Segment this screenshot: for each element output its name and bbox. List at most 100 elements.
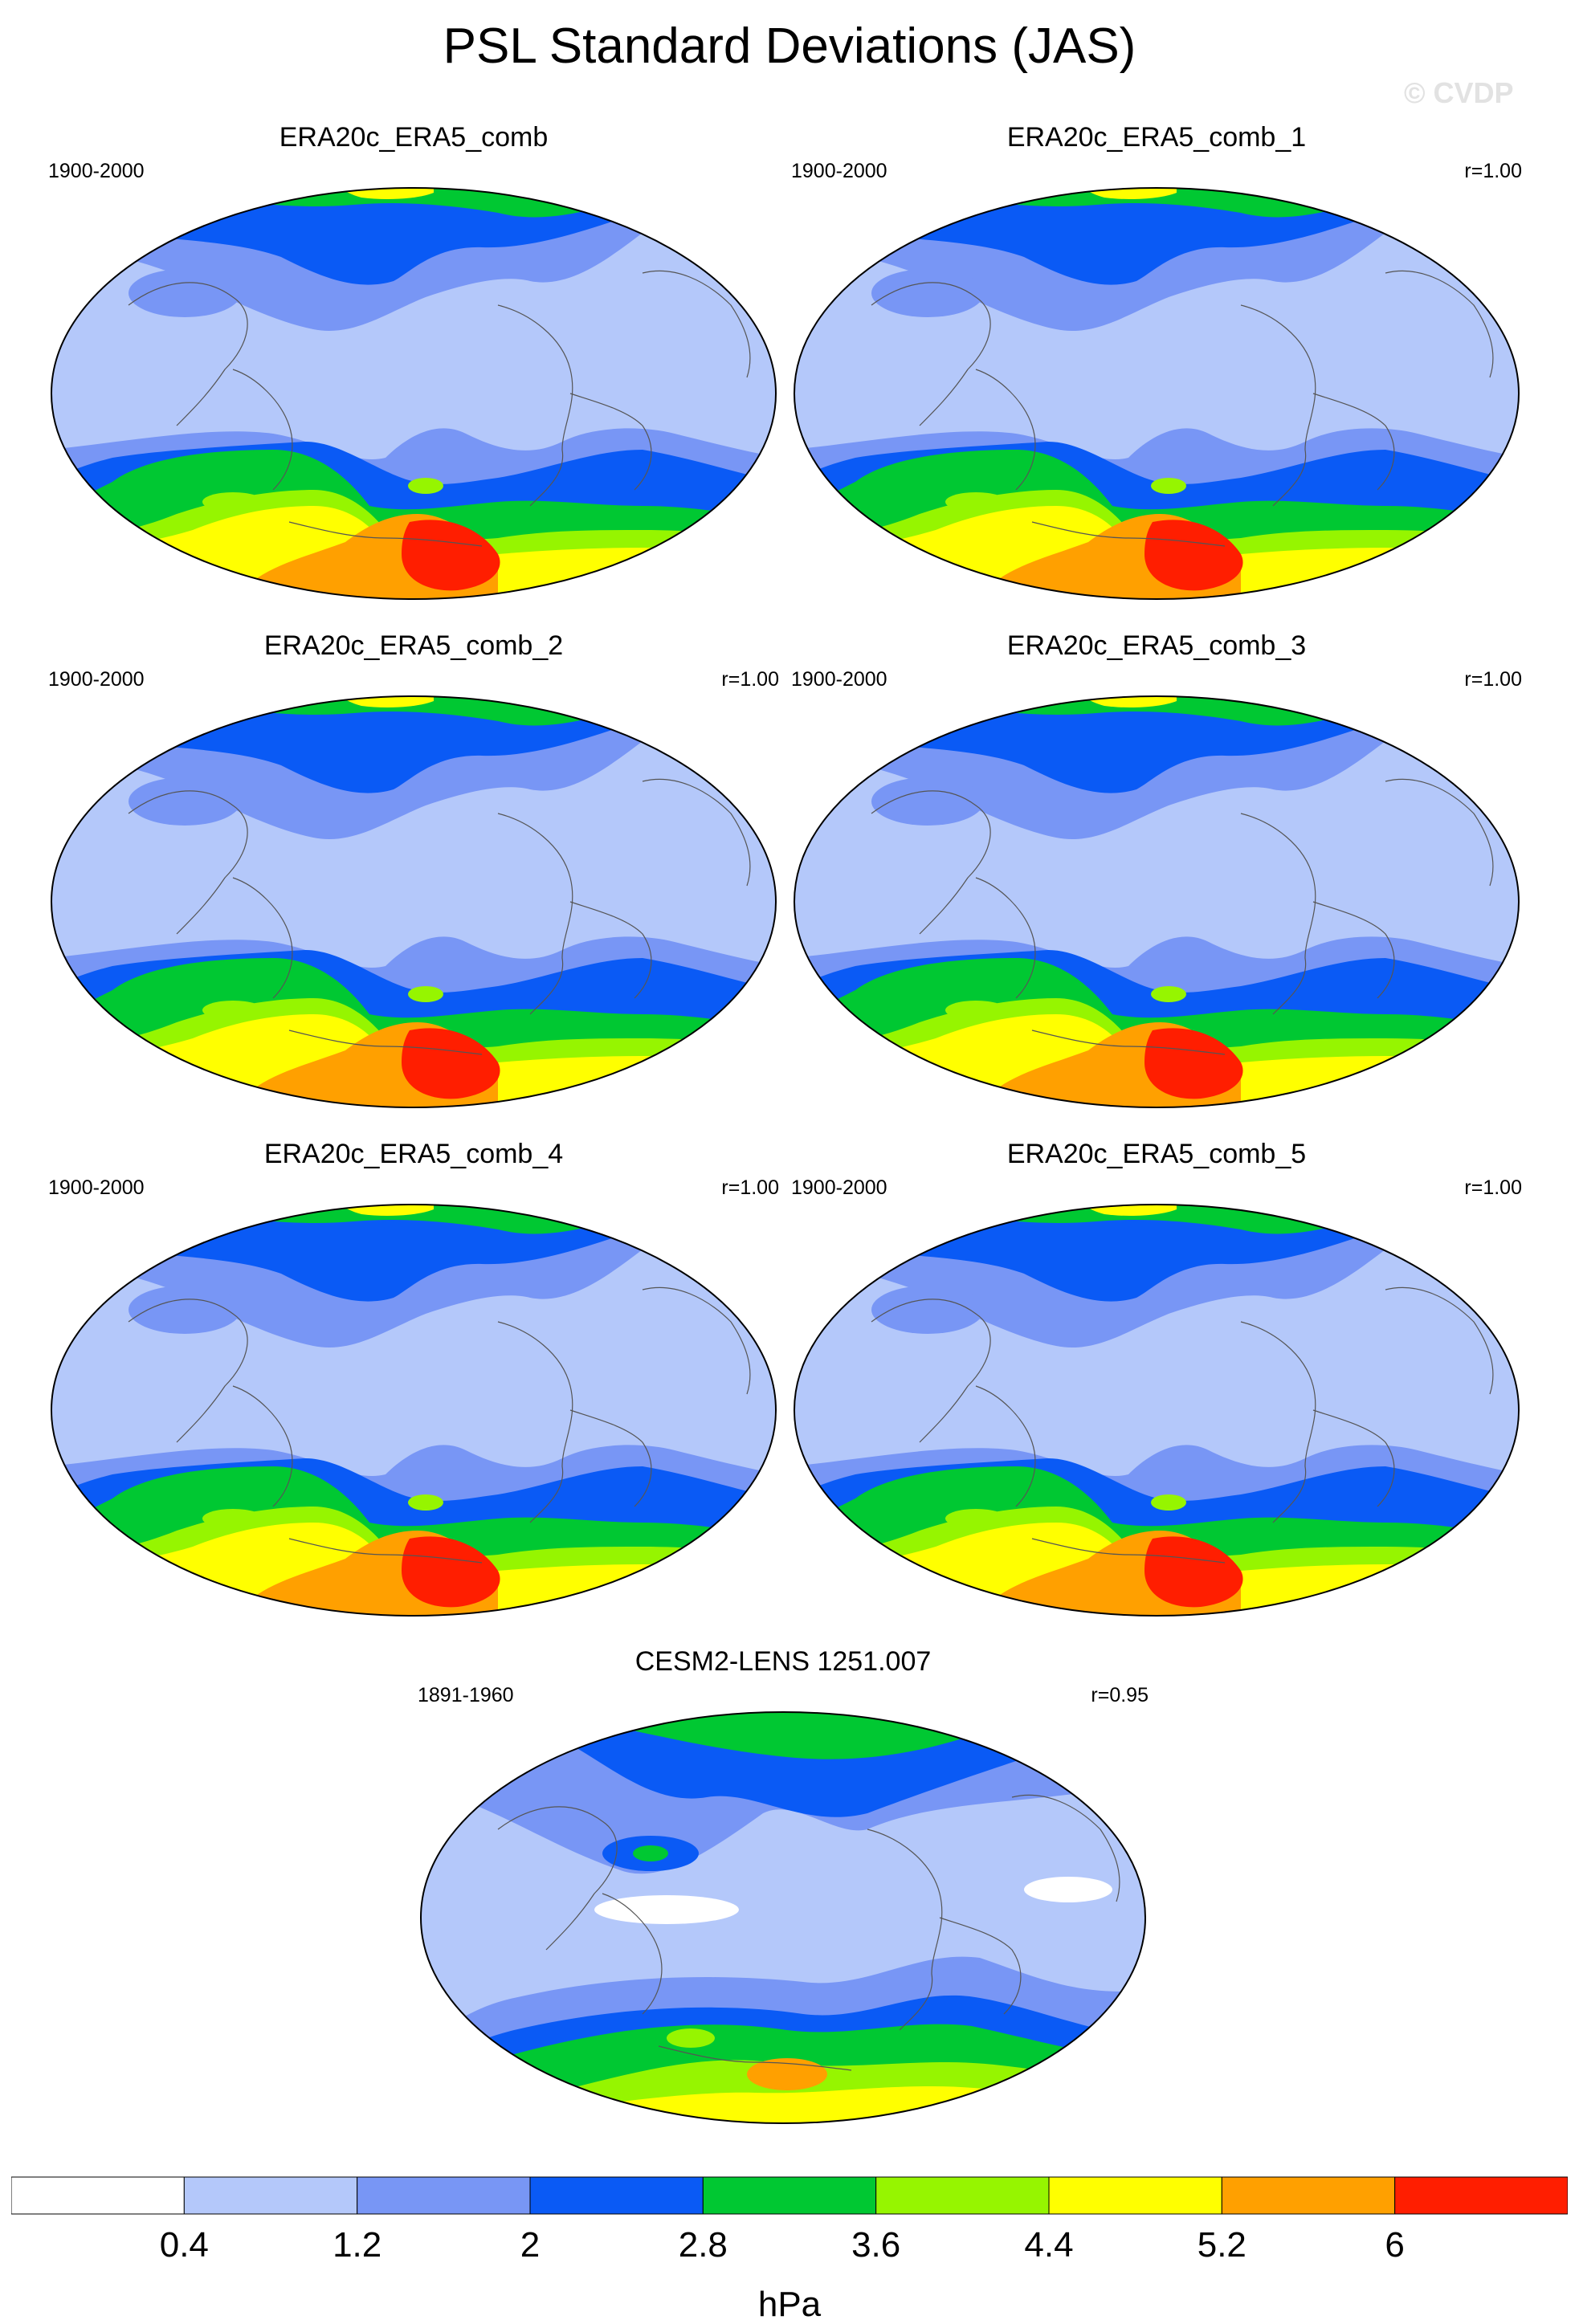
coastline xyxy=(1011,1794,1120,1902)
coastline xyxy=(128,282,248,426)
colorbar-segment xyxy=(1048,2176,1222,2215)
blob-asia xyxy=(129,269,241,317)
panel-period: 1891-1960 xyxy=(418,1684,514,1706)
panel-correlation: r=1.00 xyxy=(721,668,779,691)
panel-title: ERA20c_ERA5_comb_4 xyxy=(263,1139,564,1169)
blob-white-pacific xyxy=(594,1895,739,1924)
colorbar-unit: hPa xyxy=(757,2285,822,2324)
map-border xyxy=(794,695,1520,1108)
panel-correlation: r=1.00 xyxy=(1464,160,1522,182)
coastline xyxy=(871,790,991,935)
map-panel: ERA20c_ERA5_comb_2 1900-2000 r=1.00 xyxy=(48,629,779,1111)
coastline xyxy=(867,1829,943,2031)
blob-southwest xyxy=(202,1509,263,1528)
cvdp-watermark: © CVDP xyxy=(1404,76,1514,109)
coastline xyxy=(288,1029,483,1055)
coastline xyxy=(642,1286,751,1395)
coastline xyxy=(658,2045,852,2071)
coastline xyxy=(288,1538,483,1564)
colorbar-tick-label: 6 xyxy=(1385,2225,1405,2265)
blob-southwest xyxy=(945,1001,1006,1020)
coastline xyxy=(1240,304,1316,507)
coastline xyxy=(1312,393,1395,491)
panel-title: ERA20c_ERA5_comb_5 xyxy=(1006,1139,1307,1169)
band-south-red xyxy=(402,1028,500,1099)
panel-title: ERA20c_ERA5_comb_3 xyxy=(1006,630,1307,661)
colorbar-segment xyxy=(183,2176,358,2215)
coastline xyxy=(642,270,751,378)
map-panel: ERA20c_ERA5_comb_5 1900-2000 r=1.00 xyxy=(791,1137,1522,1619)
panel-correlation: r=0.95 xyxy=(1091,1684,1149,1706)
coastline xyxy=(1031,521,1226,547)
colorbar-segment xyxy=(1394,2176,1568,2215)
band-south-red xyxy=(402,1536,500,1608)
psl-map xyxy=(420,1711,1146,2124)
map-border xyxy=(420,1711,1146,2124)
psl-map xyxy=(51,187,777,600)
coastline xyxy=(288,521,483,547)
colorbar-segment xyxy=(875,2176,1050,2215)
coastline xyxy=(497,304,573,507)
panel-title: ERA20c_ERA5_comb_1 xyxy=(1006,122,1307,153)
map-border xyxy=(51,695,777,1108)
colorbar-tick-label: 2 xyxy=(520,2225,541,2265)
blob-asia xyxy=(871,1286,984,1334)
coastline xyxy=(602,1893,663,2015)
map-border xyxy=(794,1204,1520,1617)
panel-title: ERA20c_ERA5_comb_2 xyxy=(263,630,564,661)
coastline xyxy=(871,1299,991,1443)
colorbar-tick-label: 5.2 xyxy=(1197,2225,1246,2265)
blob-north-pacific-core xyxy=(633,1845,668,1861)
blob-asia xyxy=(871,777,984,826)
blob-southwest xyxy=(945,1509,1006,1528)
coastline xyxy=(497,1806,618,1951)
blob-asia xyxy=(129,777,241,826)
panel-title: CESM2-LENS 1251.007 xyxy=(634,1646,932,1677)
colorbar-tick-label: 2.8 xyxy=(678,2225,728,2265)
coastline xyxy=(939,1917,1022,2015)
colorbar-segment xyxy=(1221,2176,1396,2215)
coastline xyxy=(1385,778,1494,887)
panel-period: 1900-2000 xyxy=(791,1176,887,1199)
coastline xyxy=(497,813,573,1015)
coastline xyxy=(232,1385,293,1507)
colorbar-tick-label: 1.2 xyxy=(333,2225,382,2265)
coastline xyxy=(975,877,1036,999)
blob-orange-south xyxy=(747,2058,827,2090)
psl-map xyxy=(51,695,777,1108)
coastline xyxy=(642,778,751,887)
coastline xyxy=(232,369,293,491)
panel-period: 1900-2000 xyxy=(48,1176,145,1199)
blob-south-central xyxy=(408,1494,443,1511)
coastline xyxy=(871,282,991,426)
coastline xyxy=(569,1409,652,1507)
blob-southwest xyxy=(202,1001,263,1020)
colorbar-tick-label: 0.4 xyxy=(159,2225,209,2265)
colorbar-segment xyxy=(702,2176,877,2215)
coastline xyxy=(975,369,1036,491)
map-border xyxy=(51,187,777,600)
map-panel: CESM2-LENS 1251.007 1891-1960 r=0.95 xyxy=(418,1645,1149,2126)
colorbar-tick-label: 3.6 xyxy=(851,2225,901,2265)
blob-south-central xyxy=(1151,986,1186,1002)
colorbar-segment xyxy=(529,2176,704,2215)
band-south-red xyxy=(1144,1028,1243,1099)
coastline xyxy=(497,1321,573,1523)
blob-south-central xyxy=(1151,1494,1186,1511)
panel-period: 1900-2000 xyxy=(791,668,887,691)
colorbar xyxy=(11,2176,1568,2215)
psl-map xyxy=(51,1204,777,1617)
panel-title: ERA20c_ERA5_comb xyxy=(279,122,549,153)
map-border xyxy=(794,187,1520,600)
map-panel: ERA20c_ERA5_comb_3 1900-2000 r=1.00 xyxy=(791,629,1522,1111)
coastline xyxy=(1385,1286,1494,1395)
band-south-red xyxy=(1144,1536,1243,1608)
figure-title: PSL Standard Deviations (JAS) xyxy=(443,18,1136,74)
panel-period: 1900-2000 xyxy=(48,160,145,182)
map-panel: ERA20c_ERA5_comb 1900-2000 xyxy=(48,120,779,602)
coastline xyxy=(1031,1538,1226,1564)
coastline xyxy=(1312,901,1395,999)
panel-correlation: r=1.00 xyxy=(721,1176,779,1199)
psl-map xyxy=(794,187,1520,600)
coastline xyxy=(569,393,652,491)
